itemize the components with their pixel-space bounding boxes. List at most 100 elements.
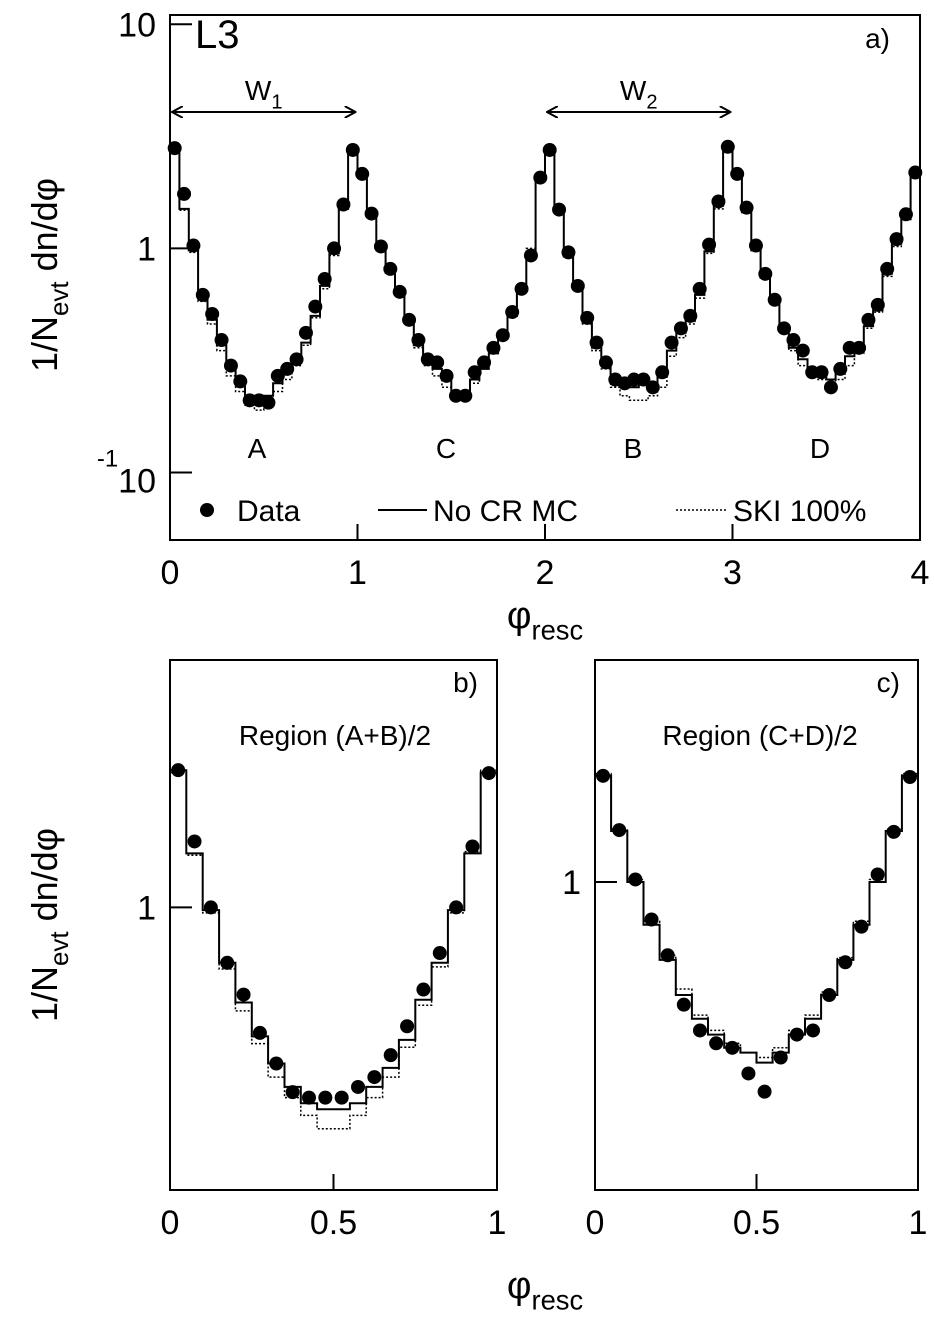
data-point — [676, 997, 691, 1012]
label-rest: dn/dφ — [24, 178, 65, 281]
data-point — [411, 333, 426, 348]
data-point — [430, 355, 445, 370]
data-point — [898, 207, 913, 222]
data-point — [664, 335, 679, 350]
y-tick-label: 1 — [562, 864, 581, 902]
label-sub: evt — [46, 281, 74, 316]
step-histogram — [170, 148, 920, 402]
data-point — [261, 395, 276, 410]
data-point — [692, 1023, 707, 1038]
data-point — [467, 365, 482, 380]
data-point — [870, 867, 885, 882]
data-point — [806, 1023, 821, 1038]
data-point — [465, 839, 480, 854]
legend-symbol — [200, 503, 214, 517]
legend-label: SKI 100% — [733, 495, 866, 528]
data-point — [757, 1084, 772, 1099]
data-point — [317, 272, 332, 287]
label: φresc — [507, 1265, 583, 1315]
data-point — [861, 312, 876, 327]
x-tick-label: 2 — [536, 554, 555, 592]
annotation: A — [248, 433, 267, 464]
data-point — [870, 297, 885, 312]
x-tick-label: 3 — [723, 554, 742, 592]
data-point — [889, 232, 904, 247]
dotted-histogram — [170, 149, 920, 411]
x-tick-label: 0 — [161, 1204, 180, 1242]
data-point — [777, 321, 792, 336]
label-sub: resc — [531, 614, 583, 645]
label: 1/Nevt dn/dφ — [24, 178, 74, 372]
label-main: W — [620, 75, 647, 106]
label-sub: resc — [531, 1284, 583, 1315]
annotation: c) — [877, 667, 900, 698]
y-tick-label: 1 — [137, 230, 156, 268]
data-point — [902, 769, 917, 784]
label-sub: 1 — [271, 91, 282, 113]
data-point — [367, 1070, 382, 1085]
data-point — [416, 982, 431, 997]
annotation: b) — [453, 667, 478, 698]
data-point — [730, 166, 745, 181]
data-point — [298, 325, 313, 340]
data-point — [741, 1066, 756, 1081]
data-point — [355, 166, 370, 181]
x-tick-label: 0 — [161, 554, 180, 592]
x-tick-label: 1 — [348, 554, 367, 592]
data-point — [233, 374, 248, 389]
x-tick-label: 0.5 — [310, 1204, 357, 1242]
data-point — [795, 343, 810, 358]
data-point — [327, 241, 342, 256]
label-sub: 2 — [646, 91, 657, 113]
data-point — [187, 834, 202, 849]
label-main: 1/N — [24, 966, 65, 1022]
data-point — [308, 299, 323, 314]
x-tick-label: 1 — [909, 1204, 928, 1242]
label-main: φ — [507, 595, 532, 637]
legend-label: No CR MC — [433, 495, 578, 528]
data-point — [205, 306, 220, 321]
annotation: B — [624, 433, 643, 464]
data-point — [252, 1025, 267, 1040]
data-point — [400, 1019, 415, 1034]
data-point — [542, 142, 557, 157]
data-point — [773, 1050, 788, 1065]
data-point — [838, 955, 853, 970]
data-point — [523, 248, 538, 263]
label: W1 — [245, 75, 283, 113]
data-point — [786, 333, 801, 348]
annotation: C — [436, 433, 456, 464]
data-point — [318, 1090, 333, 1105]
data-point — [739, 200, 754, 215]
data-point — [477, 355, 492, 370]
dotted-histogram — [170, 769, 497, 1130]
data-point — [880, 261, 895, 276]
y-tick-label: 10 — [118, 6, 156, 44]
annotation: Region (C+D)/2 — [662, 720, 857, 751]
data-point — [709, 1036, 724, 1051]
data-point — [334, 1090, 349, 1105]
label: φresc — [507, 595, 583, 645]
data-point — [373, 239, 388, 254]
label: 1/Nevt dn/dφ — [24, 828, 74, 1022]
data-point — [854, 919, 869, 934]
annotation: a) — [865, 23, 890, 54]
x-tick-label: 1 — [488, 1204, 507, 1242]
data-point — [589, 335, 604, 350]
step-histogram — [170, 769, 497, 1111]
data-point — [351, 1079, 366, 1094]
label-sub: evt — [46, 931, 74, 966]
data-point — [495, 328, 510, 343]
data-point — [214, 333, 229, 348]
data-point — [692, 281, 707, 296]
data-point — [660, 948, 675, 963]
data-point — [702, 237, 717, 252]
data-point — [644, 912, 659, 927]
label: W2 — [620, 75, 658, 113]
y-tick-base: 10 — [118, 463, 156, 501]
y-tick-exponent: -1 — [97, 446, 118, 473]
x-tick-label: 0 — [586, 1204, 605, 1242]
data-point — [177, 186, 192, 201]
